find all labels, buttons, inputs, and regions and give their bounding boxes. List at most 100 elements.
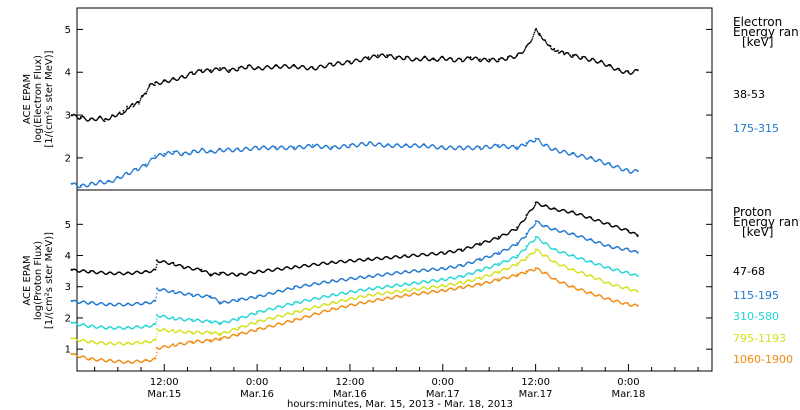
data-point (324, 262, 326, 264)
data-point (208, 274, 211, 276)
data-point (334, 64, 336, 66)
series-point (246, 64, 249, 67)
data-point (504, 59, 506, 61)
legend-title: Electron (733, 15, 782, 29)
data-point (416, 282, 418, 285)
data-point (220, 322, 222, 325)
data-point (467, 246, 469, 248)
data-point (379, 55, 381, 57)
data-point (433, 268, 435, 270)
data-point (208, 70, 211, 72)
data-point (189, 293, 191, 295)
data-point (388, 144, 391, 146)
data-point (610, 65, 612, 67)
data-point (518, 225, 520, 227)
data-point (315, 297, 317, 299)
series-point (70, 114, 73, 116)
data-point (621, 249, 623, 251)
data-point (491, 255, 493, 257)
series-point (525, 245, 528, 248)
data-point (464, 148, 466, 150)
data-point (517, 147, 519, 149)
data-point (156, 318, 158, 320)
data-point (405, 57, 407, 59)
data-point (83, 117, 86, 119)
data-point (123, 174, 125, 176)
data-point (166, 317, 168, 319)
data-point (369, 258, 371, 260)
data-point (310, 146, 313, 148)
data-point (515, 55, 518, 57)
data-point (304, 147, 306, 149)
data-point (100, 180, 102, 182)
series-point (293, 285, 296, 288)
data-point (279, 268, 281, 270)
data-point (203, 149, 205, 151)
data-point (337, 294, 339, 296)
data-point (135, 102, 137, 104)
data-point (360, 288, 362, 290)
data-point (437, 269, 439, 271)
series-point (386, 144, 388, 146)
data-point (562, 51, 565, 53)
data-point (270, 270, 273, 272)
data-point (530, 139, 532, 142)
data-point (398, 55, 401, 57)
data-point (483, 146, 485, 148)
series-point (479, 257, 481, 260)
data-point (398, 145, 401, 147)
data-point (467, 145, 469, 147)
data-point (343, 144, 345, 146)
data-point (338, 279, 341, 281)
data-point (124, 304, 126, 307)
data-point (117, 112, 120, 115)
series-point (581, 56, 583, 59)
series-point (534, 235, 537, 238)
data-point (390, 54, 393, 56)
data-point (159, 153, 162, 155)
data-point (349, 63, 352, 65)
data-point (94, 327, 97, 329)
data-point (494, 263, 496, 265)
data-point (252, 147, 254, 150)
data-point (573, 211, 575, 214)
data-point (386, 284, 388, 287)
data-point (232, 272, 234, 274)
data-point (133, 168, 136, 170)
data-point (112, 180, 115, 183)
data-point (98, 272, 100, 274)
data-point (508, 232, 510, 234)
data-point (593, 58, 595, 60)
data-point (215, 151, 217, 153)
data-point (81, 301, 83, 303)
data-point (474, 271, 476, 273)
data-point (565, 52, 568, 54)
data-point (309, 265, 311, 267)
data-point (155, 336, 157, 338)
data-point (211, 70, 214, 72)
data-point (408, 56, 410, 58)
data-point (266, 308, 268, 310)
series-point (609, 245, 611, 248)
data-point (547, 145, 549, 147)
data-point (263, 68, 265, 70)
data-point (497, 253, 499, 255)
data-point (297, 145, 299, 147)
data-point (321, 261, 324, 264)
data-point (147, 163, 149, 165)
data-point (407, 271, 409, 274)
data-point (536, 138, 539, 140)
data-point (75, 300, 77, 302)
data-point (611, 66, 613, 68)
data-point (528, 229, 531, 231)
data-point (133, 272, 136, 274)
data-point (386, 56, 388, 59)
data-point (273, 146, 276, 148)
data-point (156, 260, 159, 262)
data-point (517, 255, 519, 257)
data-point (161, 82, 163, 84)
data-point (225, 301, 227, 303)
data-point (306, 284, 309, 286)
data-point (526, 213, 529, 215)
